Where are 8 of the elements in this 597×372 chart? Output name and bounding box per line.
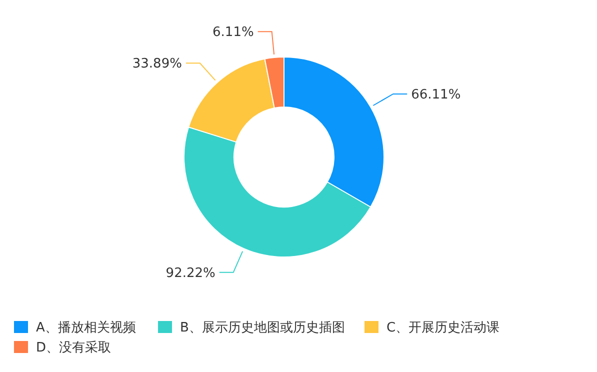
legend-label: C、开展历史活动课	[386, 320, 500, 336]
data-label: 33.89%	[132, 56, 182, 72]
data-label: 92.22%	[166, 266, 216, 281]
legend-label: B、展示历史地图或历史插图	[180, 320, 345, 336]
data-label: 6.11%	[212, 25, 254, 40]
legend-label: A、播放相关视频	[36, 320, 136, 336]
legend-label: D、没有采取	[36, 340, 112, 356]
data-label: 66.11%	[411, 88, 461, 103]
